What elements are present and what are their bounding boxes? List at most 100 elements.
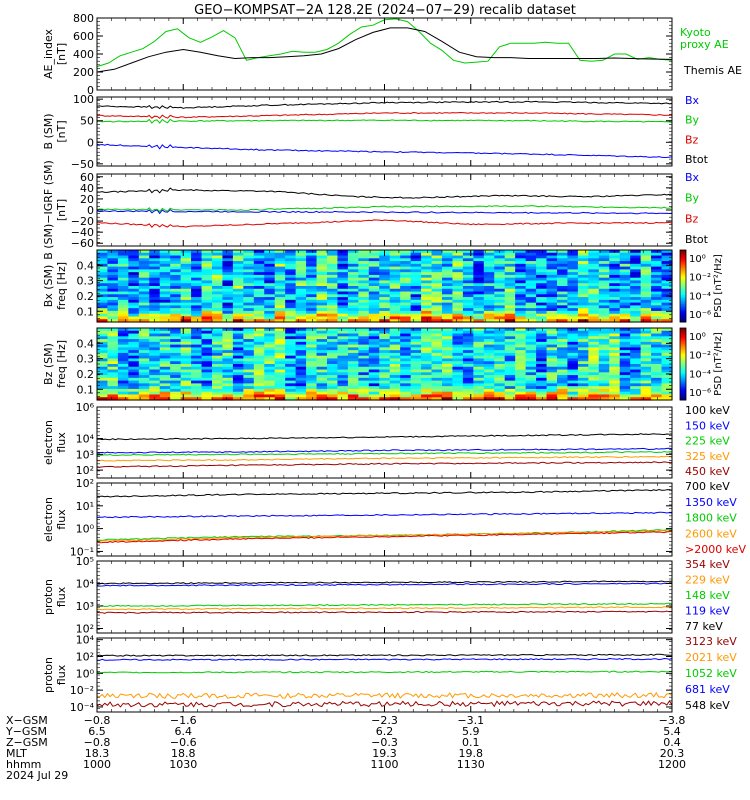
heatmap-cell <box>138 316 150 320</box>
heatmap-cell <box>159 294 171 298</box>
heatmap-cell <box>191 277 203 282</box>
heatmap-cell <box>588 313 600 318</box>
heatmap-cell <box>180 266 192 270</box>
heatmap-cell <box>410 286 422 290</box>
heatmap-cell <box>306 394 318 398</box>
heatmap-cell <box>462 364 474 368</box>
heatmap-cell <box>149 366 161 371</box>
heatmap-cell <box>253 347 265 351</box>
heatmap-cell <box>337 394 349 398</box>
heatmap-cell <box>557 250 569 254</box>
heatmap-cell <box>431 299 443 304</box>
heatmap-cell <box>567 272 579 276</box>
heatmap-cell <box>180 316 192 320</box>
heatmap-cell <box>232 339 244 343</box>
heatmap-cell <box>400 252 412 257</box>
legend-entry: 119 keV <box>685 605 730 618</box>
heatmap-cell <box>651 297 663 301</box>
heatmap-cell <box>138 339 150 343</box>
heatmap-cell <box>515 366 527 371</box>
heatmap-cell <box>253 299 265 304</box>
heatmap-cell <box>107 274 119 279</box>
heatmap-cell <box>232 366 244 371</box>
heatmap-cell <box>609 286 621 290</box>
heatmap-cell <box>253 308 265 312</box>
heatmap-cell <box>306 250 318 254</box>
heatmap-cell <box>452 350 464 354</box>
heatmap-cell <box>661 355 673 360</box>
heatmap-cell <box>462 269 474 273</box>
heatmap-cell <box>473 369 485 373</box>
heatmap-cell <box>431 277 443 282</box>
x-table-value: −2.3 <box>371 714 398 727</box>
heatmap-cell <box>483 347 495 351</box>
heatmap-cell <box>149 352 161 357</box>
heatmap-cell <box>661 305 673 309</box>
heatmap-cell <box>410 333 422 337</box>
heatmap-cell <box>431 344 443 348</box>
heatmap-cell <box>661 308 673 312</box>
heatmap-cell <box>327 316 339 320</box>
heatmap-cell <box>598 302 610 306</box>
heatmap-cell <box>222 328 234 332</box>
heatmap-cell <box>651 328 663 332</box>
heatmap-cell <box>232 369 244 373</box>
heatmap-cell <box>473 394 485 398</box>
heatmap-cell <box>170 308 182 312</box>
heatmap-cell <box>316 261 328 265</box>
heatmap-cell <box>400 316 412 320</box>
heatmap-cell <box>306 308 318 312</box>
heatmap-cell <box>97 308 109 312</box>
heatmap-cell <box>180 361 192 365</box>
heatmap-cell <box>97 369 109 373</box>
heatmap-cell <box>588 375 600 379</box>
heatmap-cell <box>337 336 349 340</box>
colorbar-cell <box>680 253 686 256</box>
heatmap-cell <box>149 386 161 390</box>
heatmap-cell <box>170 269 182 273</box>
heatmap-cell <box>536 330 548 335</box>
heatmap-cell <box>107 386 119 390</box>
heatmap-cell <box>598 283 610 287</box>
x-table-value: 1100 <box>371 758 399 771</box>
heatmap-cell <box>661 375 673 379</box>
x-table-value: 20.3 <box>660 747 685 760</box>
heatmap-cell <box>462 299 474 304</box>
heatmap-cell <box>243 269 255 273</box>
heatmap-cell <box>243 299 255 304</box>
heatmap-cell <box>640 255 652 259</box>
heatmap-cell <box>358 261 370 265</box>
heatmap-cell <box>149 344 161 348</box>
heatmap-cell <box>619 272 631 276</box>
heatmap-cell <box>442 394 454 398</box>
series-group <box>96 433 673 468</box>
heatmap-cell <box>504 397 516 401</box>
series-line-4 <box>96 461 673 468</box>
heatmap-cell <box>504 330 516 335</box>
heatmap-cell <box>661 394 673 398</box>
heatmap-cell <box>442 391 454 396</box>
heatmap-cell <box>442 316 454 320</box>
heatmap-cell <box>462 397 474 401</box>
heatmap-cell <box>117 255 129 259</box>
heatmap-cell <box>577 369 589 373</box>
heatmap-cell <box>431 316 443 320</box>
heatmap-cell <box>640 341 652 346</box>
heatmap-cell <box>306 336 318 340</box>
heatmap-cell <box>515 364 527 368</box>
legend-entry: By <box>685 114 700 127</box>
heatmap-cell <box>347 319 359 323</box>
heatmap-cell <box>107 305 119 309</box>
heatmap-cell <box>400 297 412 301</box>
heatmap-cell <box>243 286 255 290</box>
heatmap-cell <box>337 328 349 332</box>
colorbar-cell <box>680 282 686 285</box>
heatmap-cell <box>630 344 642 348</box>
heatmap-cell <box>389 350 401 354</box>
heatmap-cell <box>316 272 328 276</box>
heatmap-cell <box>368 258 380 262</box>
heatmap-cell <box>515 305 527 309</box>
heatmap-cell <box>295 394 307 398</box>
colorbar-cell <box>680 318 686 321</box>
heatmap-cell <box>557 397 569 401</box>
